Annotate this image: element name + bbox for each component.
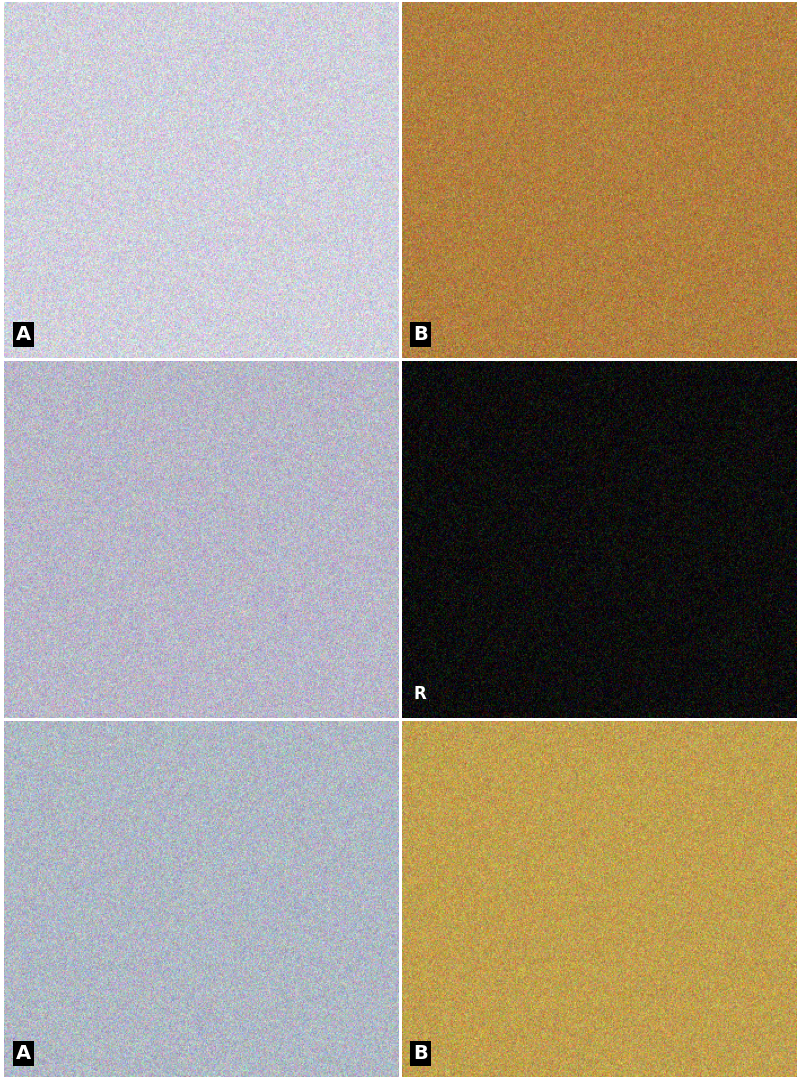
Text: B: B [414, 1043, 428, 1063]
Text: A: A [16, 325, 31, 344]
Text: A: A [16, 1043, 31, 1063]
Text: R: R [414, 685, 426, 704]
Text: B: B [414, 325, 428, 344]
